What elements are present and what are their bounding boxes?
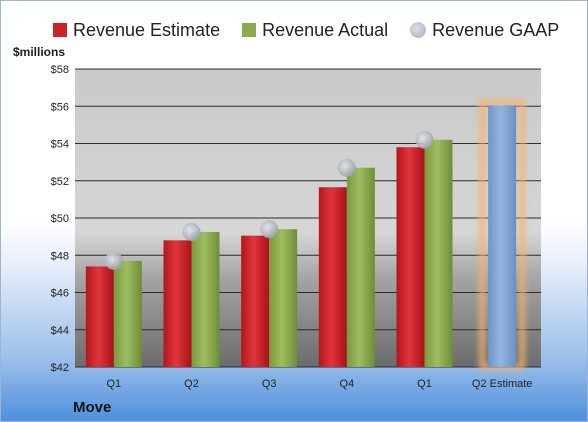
y-axis-unit-label: $millions: [13, 45, 66, 59]
point-revenue-gaap: [415, 130, 434, 149]
legend-label-gaap: Revenue GAAP: [432, 19, 560, 40]
x-tick-label: Q1: [106, 378, 121, 390]
legend-swatch-actual: [242, 23, 257, 37]
y-tick-label: $46: [51, 288, 69, 300]
y-tick-label: $42: [51, 362, 69, 374]
bar-q2-estimate: [488, 105, 517, 367]
x-tick-label: Q2: [184, 378, 199, 390]
x-tick-label: Q4: [339, 378, 354, 390]
bar-revenue-estimate: [318, 187, 347, 367]
bar-revenue-actual: [113, 260, 142, 367]
y-tick-label: $58: [51, 64, 69, 76]
point-revenue-gaap: [260, 220, 279, 239]
point-revenue-gaap: [182, 222, 201, 241]
y-tick-label: $54: [51, 139, 69, 151]
y-tick-label: $50: [51, 213, 69, 225]
legend-item-revenue-gaap: Revenue GAAP: [410, 20, 559, 41]
legend-label-estimate: Revenue Estimate: [73, 19, 221, 40]
bar-revenue-estimate: [85, 266, 114, 367]
x-tick-label: Q1: [417, 378, 432, 390]
y-tick-label: $52: [51, 176, 69, 188]
legend-label-actual: Revenue Actual: [262, 19, 389, 40]
legend: Revenue Estimate Revenue Actual Revenue …: [53, 17, 559, 43]
x-tick-label: Q2 Estimate: [472, 378, 533, 390]
point-revenue-gaap: [104, 251, 123, 270]
legend-swatch-estimate: [53, 23, 67, 37]
bar-revenue-estimate: [163, 240, 192, 367]
bar-revenue-estimate: [396, 147, 425, 367]
legend-dot-gaap: [410, 22, 427, 38]
bar-revenue-actual: [191, 231, 220, 367]
y-tick-label: $44: [51, 325, 69, 337]
bar-revenue-estimate: [241, 235, 270, 367]
company-name: Move: [73, 399, 112, 416]
legend-item-revenue-estimate: Revenue Estimate: [53, 20, 220, 41]
bar-revenue-actual: [269, 229, 298, 367]
x-tick-label: Q3: [262, 378, 277, 390]
legend-item-revenue-actual: Revenue Actual: [242, 20, 388, 41]
bar-revenue-actual: [346, 167, 375, 367]
y-tick-label: $56: [51, 101, 69, 113]
y-tick-label: $48: [51, 250, 69, 262]
point-revenue-gaap: [337, 158, 356, 177]
bar-revenue-actual: [424, 139, 453, 367]
